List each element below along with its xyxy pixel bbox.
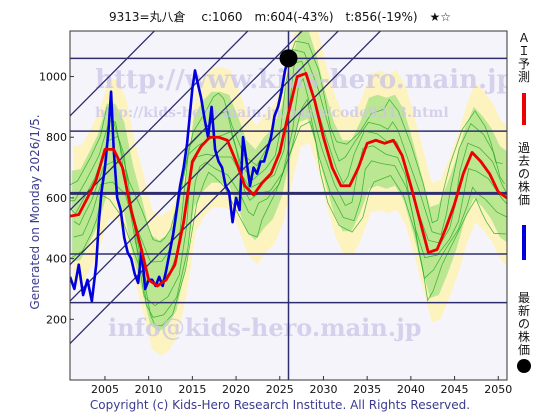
x-tick-label: 2025 bbox=[266, 383, 294, 396]
forecast-inner-band bbox=[71, 31, 507, 332]
x-tick-label: 2030 bbox=[309, 383, 337, 396]
trend-channel-line bbox=[70, 31, 156, 117]
trend-channel-line bbox=[70, 31, 249, 211]
x-tick-label: 2045 bbox=[441, 383, 469, 396]
x-tick-label: 2020 bbox=[222, 383, 250, 396]
x-tick-label: 2040 bbox=[397, 383, 425, 396]
y-tick-label: 1000 bbox=[39, 71, 67, 84]
y-tick-label: 200 bbox=[46, 313, 67, 326]
trend-channel-line bbox=[70, 31, 303, 266]
x-tick-label: 2005 bbox=[91, 383, 119, 396]
legend-latest-price-dot bbox=[517, 359, 531, 373]
x-tick-label: 2010 bbox=[135, 383, 163, 396]
legend-past-price-label: 過去の株価 bbox=[517, 141, 530, 207]
latest-price-dot bbox=[279, 49, 298, 68]
watermark-code-url: http://kids-hero.main.jp/basis/code9313.… bbox=[95, 105, 449, 121]
watermark-url: http://www.kids-hero.main.jp/ bbox=[95, 65, 525, 95]
trend-channel-line bbox=[70, 31, 340, 302]
plot-frame bbox=[69, 30, 508, 381]
y-tick-label: 800 bbox=[46, 131, 67, 144]
legend-latest-price-label: 最新の株価 bbox=[517, 291, 530, 357]
past-price-line bbox=[70, 57, 290, 303]
chart-title: 9313=丸八倉 c:1060 m:604(-43%) t:856(-19%) … bbox=[108, 10, 452, 24]
x-tick-label: 2050 bbox=[484, 383, 512, 396]
x-tick-label: 2015 bbox=[178, 383, 206, 396]
y-tick-label: 600 bbox=[46, 192, 67, 205]
legend-ai-forecast-label: ＡＩ予測 bbox=[517, 31, 530, 84]
x-tick-label: 2035 bbox=[353, 383, 381, 396]
ai-forecast-line bbox=[70, 72, 507, 288]
y-tick-label: 400 bbox=[46, 253, 67, 266]
copyright-notice: Copyright (c) Kids-Hero Research Institu… bbox=[89, 398, 471, 412]
watermark-email: info@kids-hero.main.jp bbox=[108, 313, 422, 342]
